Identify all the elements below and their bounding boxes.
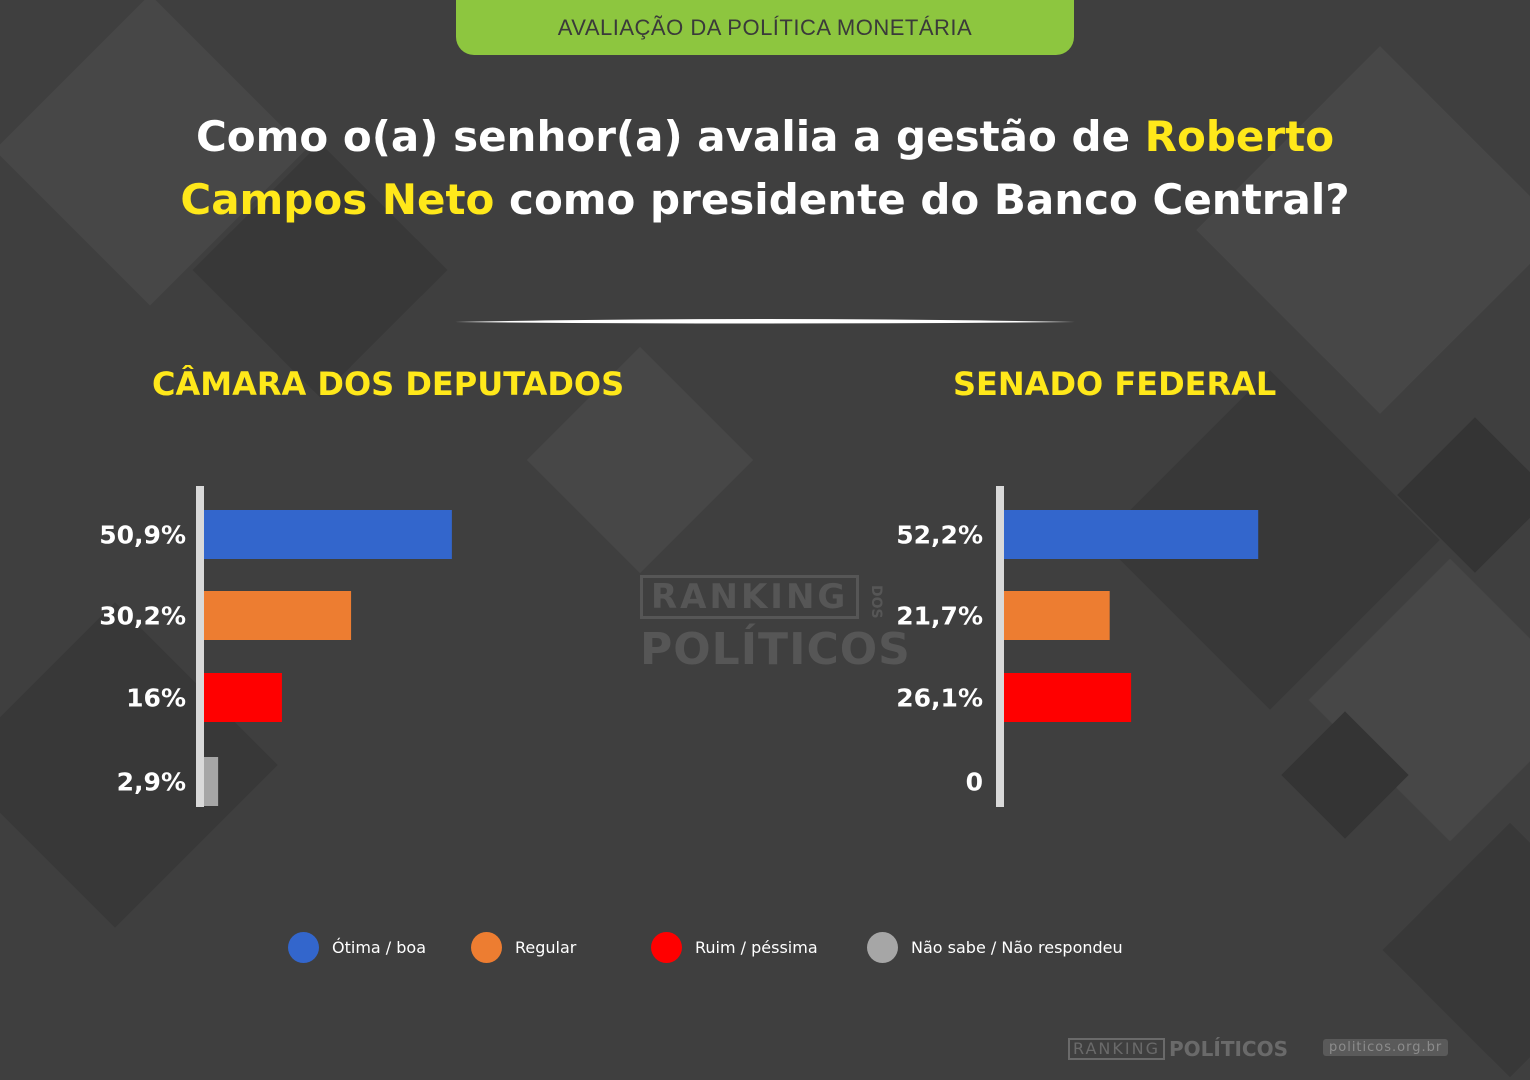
data-label-senado-2: 26,1% [896,684,983,713]
data-label-senado-1: 21,7% [896,602,983,631]
chart-title-senado: SENADO FEDERAL [953,365,1277,403]
legend-label-nao-sabe: Não sabe / Não respondeu [911,937,1123,957]
legend-dot-otima-boa [288,931,319,963]
legend-dot-regular [471,931,502,963]
question-part1: Como o(a) senhor(a) avalia a gestão de [195,112,1145,161]
footer-brand-politicos: POLÍTICOS [1168,1037,1288,1061]
watermark-dos: DOS [868,585,884,619]
bar-senado-2 [1004,673,1132,722]
footer-brand-logo: RANKING POLÍTICOS [1068,1037,1288,1061]
chart-axis-senado [996,486,1004,807]
bar-senado-0 [1004,510,1259,559]
legend-dot-ruim-pessima [651,931,682,963]
legend-item-ruim-pessima: Ruim / péssima [651,930,818,964]
watermark-ranking: RANKING [640,575,860,619]
legend-label-otima-boa: Ótima / boa [332,937,427,957]
legend-label-ruim-pessima: Ruim / péssima [695,937,818,957]
data-label-camara-2: 16% [126,684,186,713]
footer-brand-ranking: RANKING [1068,1038,1165,1060]
data-label-camara-3: 2,9% [117,768,186,797]
chart-axis-camara [196,486,204,807]
footer-url: politicos.org.br [1323,1039,1449,1056]
legend-dot-nao-sabe [867,931,898,963]
bar-camara-2 [204,673,282,722]
bar-camara-0 [204,510,452,559]
bar-camara-3 [204,757,219,806]
chart-title-camara: CÂMARA DOS DEPUTADOS [152,365,625,403]
question-title: Como o(a) senhor(a) avalia a gestão de R… [150,105,1380,231]
data-label-senado-3: 0 [966,768,983,797]
chart-legend: Ótima / boa Regular Ruim / péssima Não s… [0,930,1530,970]
data-label-camara-0: 50,9% [99,521,186,550]
legend-item-otima-boa: Ótima / boa [288,930,426,964]
legend-item-regular: Regular [471,930,576,964]
data-label-senado-0: 52,2% [896,521,983,550]
section-tab: AVALIAÇÃO DA POLÍTICA MONETÁRIA [456,0,1074,55]
legend-item-nao-sabe: Não sabe / Não respondeu [867,930,1123,964]
question-highlight: Roberto Campos Neto [180,112,1335,224]
section-tab-label: AVALIAÇÃO DA POLÍTICA MONETÁRIA [557,14,973,40]
watermark-politicos: POLÍTICOS [640,624,911,675]
bar-senado-1 [1004,591,1110,640]
watermark-logo: RANKING DOS POLÍTICOS [640,575,910,680]
bar-camara-1 [204,591,352,640]
question-part2: como presidente do Banco Central? [494,175,1350,224]
legend-label-regular: Regular [515,937,577,957]
data-label-camara-1: 30,2% [99,602,186,631]
title-divider [455,319,1075,324]
